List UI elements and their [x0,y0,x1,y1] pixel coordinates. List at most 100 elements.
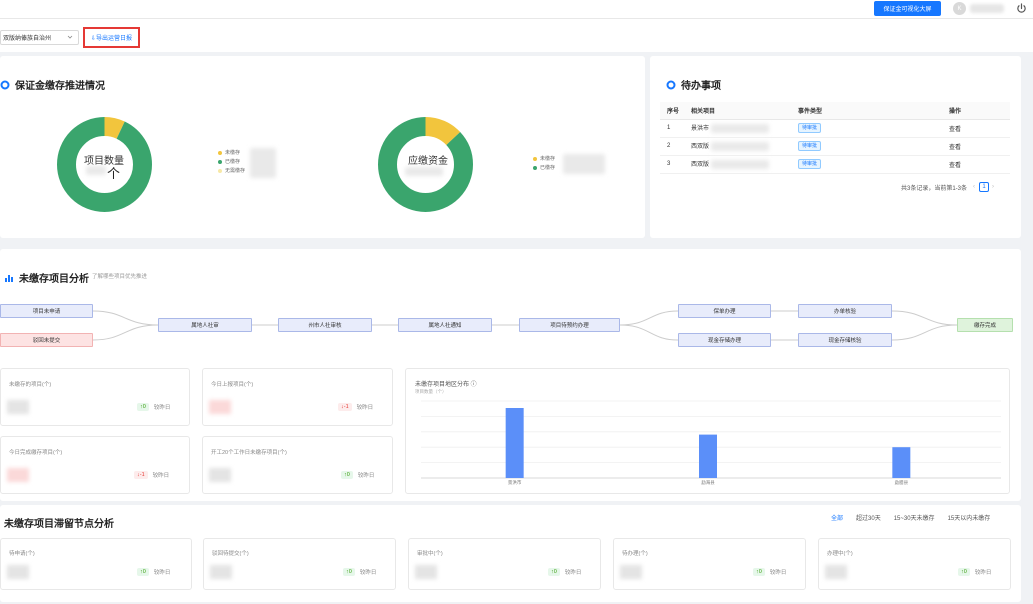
stagnation-card-to-handle: 待办理(个) ↑0 较昨日 [613,538,806,590]
stat-card-reported-today: 今日上报项目(个) ↓-1 较昨日 [202,368,393,426]
row-no: 3 [660,155,684,174]
circle-icon [666,80,676,89]
stat-value-redacted [7,400,29,414]
trend-note: 较昨日 [153,405,171,411]
chart-unit: 项目数量（个） [415,389,447,394]
region-select[interactable]: 双版纳傣族自治州 [0,30,79,45]
chevron-down-icon [67,35,73,39]
flow-node-local-notice[interactable]: 属地人社通知 [398,318,492,332]
region-distribution-chart-card: 未缴存项目地区分布 ⓘ 项目数量（个） 景洪市 勐海县 勐腊县 [405,368,1010,494]
stagnation-title: 未缴存项目滞留节点分析 [4,519,114,530]
legend-label: 已缴存 [225,159,241,165]
export-report-button[interactable]: ⇩导出运营日报 [83,27,140,48]
stat-label: 今日上报项目(个) [211,382,254,388]
row-project: 西双版 [684,155,791,174]
row-action[interactable]: 查看 [942,137,1010,156]
project-redacted [711,141,770,151]
legend-swatch-exempt [218,168,222,173]
deposit-panel-title: 保证金缴存推进情况 [0,77,105,92]
flow-node-city-review[interactable]: 州市人社审核 [278,318,372,332]
donut1-label: 项目数量 [84,156,124,167]
status-badge: 待审批 [798,141,822,151]
todo-panel-title: 待办事项 [666,77,721,92]
trend-badge: ↑0 [343,568,355,576]
trend-note: 较昨日 [564,570,582,576]
flow-node-cash-handling[interactable]: 现金存储办理 [678,333,771,347]
legend-item: 未缴存 [533,154,555,163]
bar-0[interactable] [505,408,524,478]
flow-node-rejected[interactable]: 驳回未提交 [0,333,93,347]
row-no: 2 [660,137,684,156]
stat-trend: ↓-1 较昨日 [134,471,169,479]
donut2-label: 应缴资金 [408,156,448,167]
donut2-value-redacted [405,167,443,176]
table-row: 3 西双版 待审批 查看 [660,155,1010,174]
bar-2[interactable] [892,447,911,478]
trend-badge: ↓-1 [338,403,352,411]
power-icon[interactable] [1016,3,1027,14]
col-header: 序号 [660,102,684,120]
trend-note: 较昨日 [359,570,377,576]
stat-label: 审批中(个) [417,551,443,557]
stagnation-card-pending-apply: 待申请(个) ↑0 较昨日 [0,538,192,590]
trend-note: 较昨日 [769,570,787,576]
status-badge: 待审批 [798,123,822,133]
flow-node-policy-verify[interactable]: 办单核验 [798,304,892,318]
legend-swatch-paid [218,159,222,164]
trend-badge: ↑0 [137,403,149,411]
next-page-icon[interactable]: › [992,184,995,190]
col-header: 事件类型 [791,102,942,120]
stat-label: 办理中(个) [827,551,853,557]
legend-label: 未缴存 [225,150,241,156]
donut2-legend: 未缴存 已缴存 [533,154,555,172]
flow-node-policy-handling[interactable]: 保单办理 [678,304,771,318]
tab-all[interactable]: 全部 [831,516,844,522]
row-action[interactable]: 查看 [942,155,1010,174]
project-count-donut [57,117,152,212]
stat-value-redacted [825,565,847,579]
bigscreen-button[interactable]: 保证金可视化大屏 [874,1,941,16]
username-redacted [970,4,1004,13]
bar-1[interactable] [699,434,717,478]
legend-label: 未缴存 [540,156,556,162]
prev-page-icon[interactable]: ‹ [973,184,976,190]
stagnation-card-approving: 审批中(个) ↑0 较昨日 [408,538,601,590]
stat-card-completed-today: 今日完成缴存项目(个) ↓-1 较昨日 [0,436,190,494]
trend-badge: ↑0 [137,568,149,576]
flow-node-not-applied[interactable]: 项目未申请 [0,304,93,318]
todo-table: 序号 相关项目 事件类型 操作 1 景洪市 待审批 查看 2 西双版 待审批 查… [660,102,1010,174]
stat-label: 待办理(个) [622,551,648,557]
tab-over-30-days[interactable]: 超过30天 [856,516,881,522]
page-number[interactable]: 1 [979,182,990,192]
donut1-unit: 个 [107,166,121,181]
pager-text: 共3条记录，当前第1-3条 [901,185,968,192]
bar-chart-icon [5,274,13,282]
row-no: 1 [660,119,684,138]
stat-value-redacted [620,565,642,579]
status-badge: 待审批 [798,159,822,169]
tab-15-30-days[interactable]: 15~30天未缴存 [893,516,935,522]
todo-panel-title-text: 待办事项 [681,81,721,92]
avatar[interactable]: K [953,2,966,15]
donut1-legend-values-redacted [250,148,276,178]
row-action[interactable]: 查看 [942,119,1010,138]
stat-trend: ↑0 较昨日 [341,471,374,479]
stat-label: 今日完成缴存项目(个) [9,450,63,456]
donut1-legend: 未缴存 已缴存 无需缴存 [218,148,245,175]
stat-card-unpaid: 未缴存的项目(个) ↑0 较昨日 [0,368,190,426]
donut-slice [57,117,152,212]
flow-node-local-review[interactable]: 属地人社审 [158,318,252,332]
stat-value-redacted [209,468,231,482]
trend-badge: ↑0 [548,568,560,576]
flow-node-cash-verify[interactable]: 现金存储核验 [798,333,892,347]
flow-node-completed[interactable]: 缴存完成 [957,318,1013,332]
legend-label: 无需缴存 [225,168,246,174]
row-project: 景洪市 [684,119,791,138]
flow-node-pending-appointment[interactable]: 项目待预约办理 [519,318,620,332]
tab-within-15-days[interactable]: 15天以内未缴存 [947,516,991,522]
stat-value-redacted [210,565,232,579]
row-type: 待审批 [791,137,942,156]
stat-trend: ↑0 较昨日 [137,403,170,411]
chart-title: 未缴存项目地区分布 ⓘ [415,382,477,388]
x-tick-label: 勐海县 [701,479,715,486]
